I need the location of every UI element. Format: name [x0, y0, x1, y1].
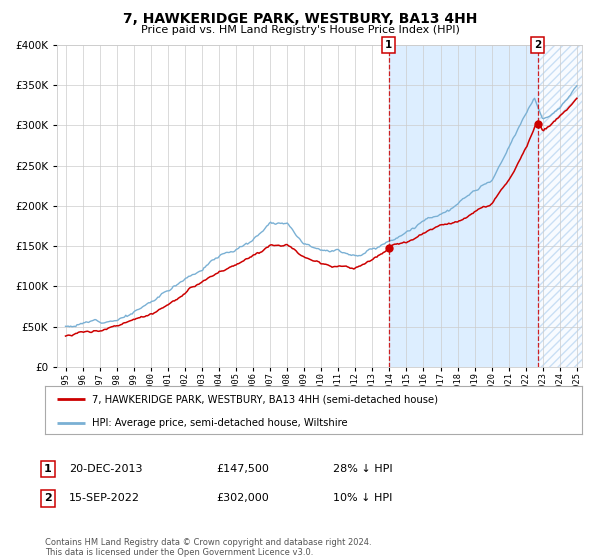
- Text: Contains HM Land Registry data © Crown copyright and database right 2024.
This d: Contains HM Land Registry data © Crown c…: [45, 538, 371, 557]
- Bar: [538, 45, 586, 367]
- Text: 7, HAWKERIDGE PARK, WESTBURY, BA13 4HH (semi-detached house): 7, HAWKERIDGE PARK, WESTBURY, BA13 4HH (…: [92, 394, 438, 404]
- Bar: [389, 45, 538, 367]
- Text: 10% ↓ HPI: 10% ↓ HPI: [333, 493, 392, 503]
- Bar: [538, 45, 586, 367]
- Text: 1: 1: [44, 464, 52, 474]
- Text: 20-DEC-2013: 20-DEC-2013: [69, 464, 143, 474]
- Text: 15-SEP-2022: 15-SEP-2022: [69, 493, 140, 503]
- Text: £147,500: £147,500: [216, 464, 269, 474]
- Text: 2: 2: [534, 40, 541, 50]
- Text: HPI: Average price, semi-detached house, Wiltshire: HPI: Average price, semi-detached house,…: [92, 418, 348, 428]
- Text: £302,000: £302,000: [216, 493, 269, 503]
- Text: 1: 1: [385, 40, 392, 50]
- Text: Price paid vs. HM Land Registry's House Price Index (HPI): Price paid vs. HM Land Registry's House …: [140, 25, 460, 35]
- Text: 7, HAWKERIDGE PARK, WESTBURY, BA13 4HH: 7, HAWKERIDGE PARK, WESTBURY, BA13 4HH: [123, 12, 477, 26]
- Text: 2: 2: [44, 493, 52, 503]
- Text: 28% ↓ HPI: 28% ↓ HPI: [333, 464, 392, 474]
